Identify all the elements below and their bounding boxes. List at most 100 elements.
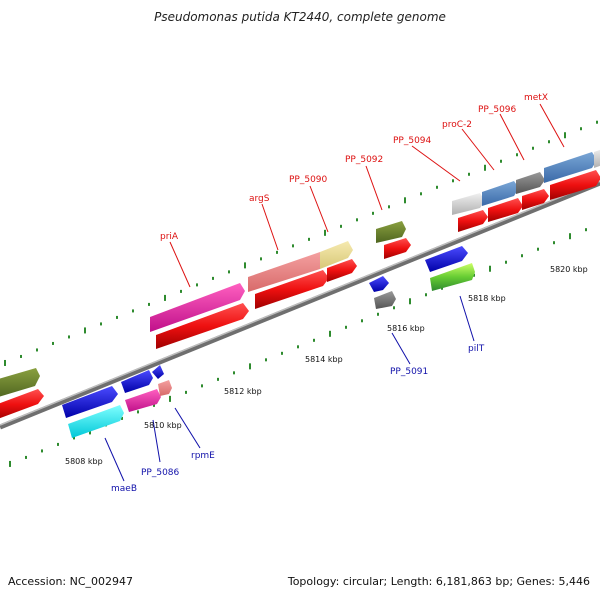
- scale-minor-tick: [217, 377, 219, 381]
- cds-metX[interactable]: [550, 170, 600, 200]
- gene-PP_5091[interactable]: [374, 291, 396, 309]
- scale-minor-tick: [132, 309, 134, 313]
- bottom-leader-lines: [104, 295, 475, 482]
- scale-major-tick: [404, 197, 406, 204]
- cds-PP_5094[interactable]: [458, 210, 488, 232]
- label-PP_5092[interactable]: PP_5092: [345, 155, 383, 165]
- scale-minor-tick: [20, 354, 22, 358]
- gene-PP_5090[interactable]: [320, 241, 353, 269]
- cds-priA[interactable]: [156, 303, 249, 349]
- scale-minor-tick: [281, 351, 283, 355]
- gene-pilT-blue[interactable]: [425, 246, 468, 272]
- gene-pilT[interactable]: [430, 263, 475, 291]
- genome-summary-text: Topology: circular; Length: 6,181,863 bp…: [287, 575, 590, 588]
- top-leader-lines: [169, 103, 565, 288]
- scale-minor-tick: [100, 322, 102, 326]
- tick-label-5820: 5820 kbp: [550, 265, 588, 274]
- scale-dots: [4, 120, 598, 467]
- scale-minor-tick: [425, 293, 427, 297]
- label-proC-2[interactable]: proC-2: [442, 120, 472, 130]
- gene-PP_5096[interactable]: [516, 172, 545, 194]
- cds-argS[interactable]: [255, 270, 329, 309]
- cds-PP_5090[interactable]: [327, 259, 357, 282]
- gene-maeB[interactable]: [68, 405, 124, 438]
- scale-minor-tick: [361, 319, 363, 323]
- scale-minor-tick: [553, 241, 555, 245]
- scale-minor-tick: [52, 341, 54, 345]
- scale-minor-tick: [345, 325, 347, 329]
- tick-labels: 5808 kbp 5810 kbp 5812 kbp 5814 kbp 5816…: [65, 265, 588, 466]
- scale-minor-tick: [356, 218, 358, 222]
- tick-label-5814: 5814 kbp: [305, 355, 343, 364]
- scale-minor-tick: [265, 358, 267, 362]
- cds-PP_5092[interactable]: [384, 238, 411, 259]
- gene-maeB-blue[interactable]: [62, 386, 118, 418]
- scale-minor-tick: [212, 276, 214, 280]
- gene-PP_5094[interactable]: [452, 193, 485, 215]
- scale-minor-tick: [340, 224, 342, 228]
- map-title: Pseudomonas putida KT2440, complete geno…: [154, 10, 446, 24]
- gene-argS[interactable]: [248, 252, 326, 292]
- tick-label-5808: 5808 kbp: [65, 457, 103, 466]
- scale-minor-tick: [441, 286, 443, 290]
- tick-label-5816: 5816 kbp: [387, 324, 425, 333]
- label-PP_5094[interactable]: PP_5094: [393, 136, 432, 146]
- gene-PP_5086[interactable]: [125, 389, 161, 412]
- scale-major-tick: [329, 330, 331, 337]
- scale-minor-tick: [500, 159, 502, 163]
- scale-minor-tick: [73, 436, 75, 440]
- scale-minor-tick: [393, 306, 395, 310]
- gene-forward-olive[interactable]: [0, 368, 40, 398]
- scale-minor-tick: [580, 127, 582, 131]
- label-priA[interactable]: priA: [160, 232, 179, 242]
- label-PP_5091[interactable]: PP_5091: [390, 367, 428, 377]
- label-PP_5086[interactable]: PP_5086: [141, 468, 180, 478]
- scale-minor-tick: [68, 335, 70, 339]
- scale-minor-tick: [185, 390, 187, 394]
- scale-minor-tick: [57, 442, 59, 446]
- scale-minor-tick: [121, 416, 123, 420]
- gene-rpmE[interactable]: [158, 380, 172, 396]
- gene-proC-2[interactable]: [482, 181, 519, 206]
- scale-minor-tick: [596, 120, 598, 124]
- scale-major-tick: [244, 262, 246, 269]
- cds-PP_5096[interactable]: [522, 189, 549, 210]
- scale-minor-tick: [388, 205, 390, 209]
- label-metX[interactable]: metX: [524, 93, 548, 103]
- scale-minor-tick: [372, 211, 374, 215]
- label-argS[interactable]: argS: [249, 194, 270, 204]
- gene-PP_5092[interactable]: [376, 221, 406, 243]
- label-maeB[interactable]: maeB: [111, 484, 137, 494]
- scale-minor-tick: [41, 449, 43, 453]
- cds-proC-2[interactable]: [488, 198, 523, 222]
- scale-minor-tick: [260, 257, 262, 261]
- scale-major-tick: [484, 164, 486, 171]
- label-PP_5096[interactable]: PP_5096: [478, 105, 517, 115]
- gene-metX[interactable]: [544, 152, 597, 183]
- accession-text: Accession: NC_002947: [8, 575, 134, 588]
- scale-minor-tick: [537, 247, 539, 251]
- label-PP_5090[interactable]: PP_5090: [289, 175, 328, 185]
- gene-rev-small[interactable]: [152, 365, 164, 379]
- label-rpmE[interactable]: rpmE: [191, 451, 215, 461]
- scale-major-tick: [84, 327, 86, 334]
- scale-minor-tick: [473, 273, 475, 277]
- scale-minor-tick: [420, 192, 422, 196]
- scale-minor-tick: [180, 289, 182, 293]
- cds-forward-1[interactable]: [0, 389, 44, 420]
- scale-minor-tick: [585, 228, 587, 232]
- scale-minor-tick: [233, 371, 235, 375]
- scale-minor-tick: [153, 403, 155, 407]
- scale-minor-tick: [468, 172, 470, 176]
- tick-label-5818: 5818 kbp: [468, 294, 506, 303]
- gene-rev-blue-2[interactable]: [121, 370, 153, 393]
- gene-priA[interactable]: [150, 283, 245, 332]
- scale-major-tick: [169, 395, 171, 402]
- scale-major-tick: [4, 359, 6, 366]
- label-pilT[interactable]: pilT: [468, 344, 485, 354]
- genome-backbone-highlight: [0, 180, 600, 426]
- scale-minor-tick: [308, 237, 310, 241]
- gene-forward-edge[interactable]: [594, 148, 600, 168]
- gene-PP_5091-blue[interactable]: [369, 276, 389, 292]
